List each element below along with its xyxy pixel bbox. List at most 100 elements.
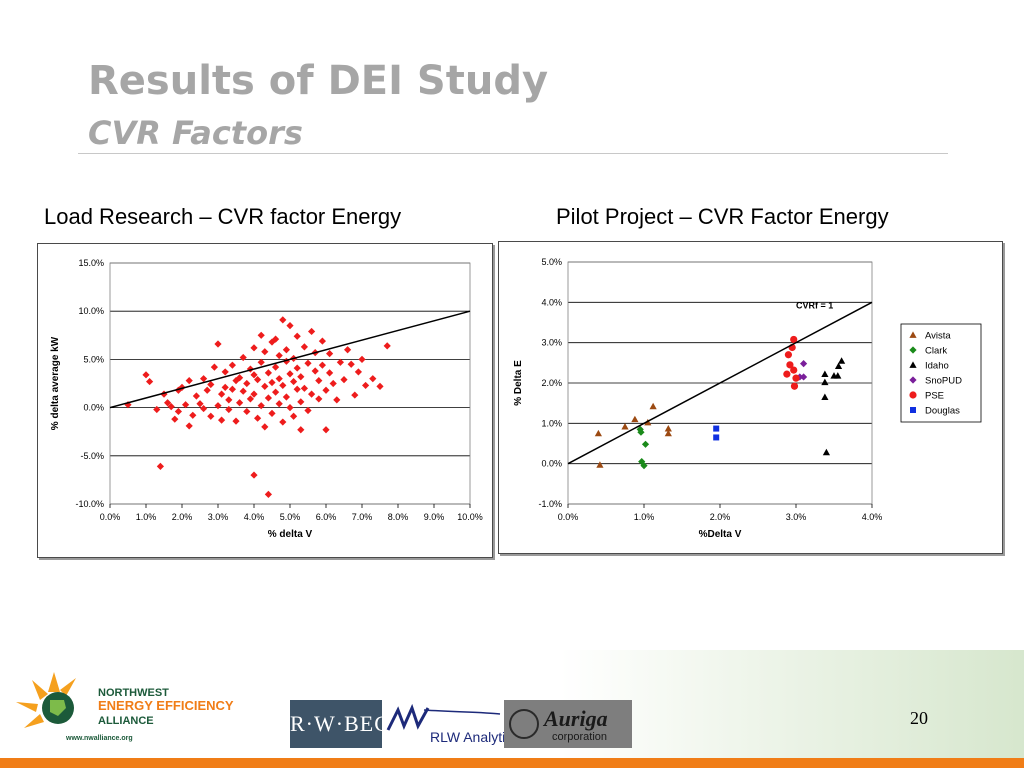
data-point <box>293 364 301 372</box>
data-point <box>311 367 319 375</box>
load-research-chart: -10.0% -5.0% 0.0% 5.0% 10.0% 15.0% 0.0% 1.0% 2.0… <box>37 243 493 558</box>
data-point <box>232 417 240 425</box>
data-point <box>261 348 269 356</box>
data-point <box>286 404 294 412</box>
legend-label: Douglas <box>925 406 960 417</box>
x-axis-label: % delta V <box>268 529 313 540</box>
x-tick-label: 6.0% <box>316 512 337 522</box>
data-point <box>275 351 283 360</box>
legend-label: PSE <box>925 391 944 402</box>
data-point <box>264 369 272 377</box>
data-point <box>286 370 294 378</box>
slide-title: Results of DEI Study <box>88 58 549 104</box>
data-point <box>308 390 316 398</box>
data-point-avista <box>649 402 657 410</box>
data-point-idaho <box>834 362 843 369</box>
data-point-pse <box>784 351 792 359</box>
footer-accent-bar <box>0 758 1024 768</box>
y-tick-label: 0.0% <box>83 403 104 413</box>
data-point-pse <box>792 374 800 382</box>
data-point-avista <box>631 415 639 423</box>
data-point <box>250 471 258 479</box>
auriga-logo-subtext: corporation <box>552 731 607 743</box>
legend-marker-clark <box>909 346 917 354</box>
y-tick-label: -1.0% <box>538 499 562 509</box>
pilot-project-chart: -1.0% 0.0% 1.0% 2.0% 3.0% 4.0% 5.0% 0.0% 1.0% 2.0… <box>498 241 1003 554</box>
data-point <box>261 423 269 431</box>
data-point <box>218 416 226 424</box>
y-tick-label: 2.0% <box>541 378 562 388</box>
data-point <box>290 412 298 420</box>
data-point <box>293 385 301 393</box>
data-point-idaho <box>834 372 842 379</box>
pilot-project-chart-svg: -1.0% 0.0% 1.0% 2.0% 3.0% 4.0% 5.0% 0.0% 1.0% 2.0… <box>513 257 982 540</box>
x-tick-label: 0.0% <box>558 512 579 522</box>
data-point <box>326 369 334 377</box>
data-point <box>207 412 215 420</box>
data-point-clark <box>641 440 650 448</box>
reference-line-label: CVRf = 1 <box>796 300 833 310</box>
x-tick-label: 2.0% <box>710 512 731 522</box>
data-point <box>185 422 193 430</box>
data-point <box>354 368 362 376</box>
data-point-snopud <box>800 360 808 368</box>
x-tick-label: 0.0% <box>100 512 121 522</box>
nw-logo-url: www.nwalliance.org <box>65 735 133 742</box>
chart-caption-pilot-project: Pilot Project – CVR Factor Energy <box>556 204 889 229</box>
rlw-analytics-logo: RLW Analytics <box>384 700 519 748</box>
data-point <box>124 401 132 409</box>
x-tick-label: 9.0% <box>424 512 445 522</box>
data-point <box>369 375 377 383</box>
x-tick-label: 3.0% <box>786 512 807 522</box>
legend-marker-pse <box>909 391 917 399</box>
auriga-logo-text: Auriga <box>542 706 608 731</box>
data-point <box>225 396 233 404</box>
y-tick-label: 5.0% <box>541 257 562 267</box>
plot-frame <box>109 262 471 505</box>
data-point-avista <box>664 424 672 432</box>
data-point <box>142 371 150 379</box>
legend-marker-douglas <box>910 407 916 413</box>
data-point <box>376 382 384 390</box>
x-tick-label: 4.0% <box>862 512 883 522</box>
data-point <box>340 376 348 384</box>
data-point <box>156 462 164 471</box>
y-tick-label: 0.0% <box>541 459 562 469</box>
data-point <box>279 316 287 324</box>
data-point-pse <box>783 370 791 378</box>
data-point <box>318 337 326 345</box>
y-tick-label: 5.0% <box>83 354 104 364</box>
y-tick-label: 1.0% <box>541 418 562 428</box>
data-point <box>228 385 236 393</box>
data-point <box>210 363 218 371</box>
data-point <box>322 426 330 434</box>
data-point <box>243 407 251 416</box>
data-point <box>228 361 236 369</box>
legend-box <box>900 323 982 423</box>
sun-icon <box>16 672 76 728</box>
data-point <box>192 392 200 400</box>
data-point <box>308 327 316 336</box>
data-point <box>174 407 182 416</box>
data-point <box>254 414 262 422</box>
x-tick-label: 1.0% <box>634 512 655 522</box>
data-point <box>297 426 305 434</box>
data-point <box>315 395 323 403</box>
data-point-idaho <box>821 370 829 378</box>
x-tick-label: 2.0% <box>172 512 193 522</box>
grass-background-image <box>560 650 1024 758</box>
data-point <box>329 379 337 388</box>
data-point <box>282 393 290 401</box>
data-point <box>221 368 229 376</box>
data-point <box>153 405 161 414</box>
y-tick-label: -10.0% <box>75 499 104 509</box>
data-point <box>257 331 265 339</box>
data-point-avista <box>664 429 672 437</box>
data-point <box>203 386 211 394</box>
y-tick-label: 15.0% <box>78 258 104 268</box>
data-point <box>207 380 215 389</box>
data-point <box>246 395 254 403</box>
data-point <box>351 391 359 399</box>
data-point <box>297 373 305 381</box>
data-point <box>383 342 391 350</box>
